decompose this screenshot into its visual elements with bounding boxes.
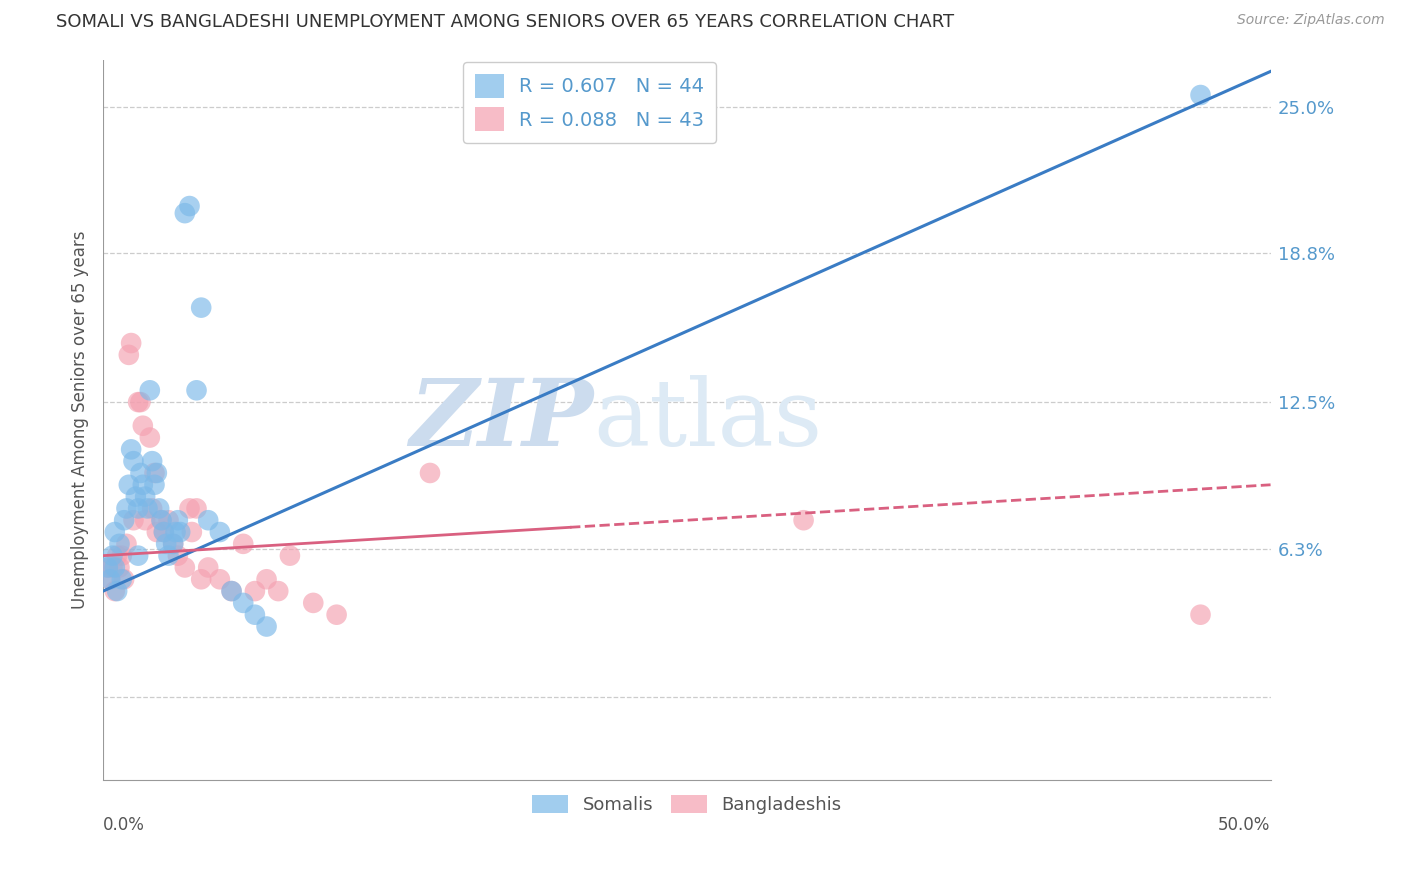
Point — [157, 513, 180, 527]
Point — [150, 513, 173, 527]
Point — [155, 537, 177, 551]
Point — [143, 466, 166, 480]
Point — [115, 501, 138, 516]
Point — [111, 572, 134, 586]
Point — [221, 584, 243, 599]
Point — [127, 501, 149, 516]
Point — [111, 549, 134, 563]
Point — [104, 524, 127, 539]
Point — [139, 384, 162, 398]
Point — [197, 560, 219, 574]
Point — [129, 466, 152, 480]
Point — [208, 524, 231, 539]
Point — [173, 560, 195, 574]
Point — [101, 560, 124, 574]
Point — [1189, 88, 1212, 103]
Text: SOMALI VS BANGLADESHI UNEMPLOYMENT AMONG SENIORS OVER 65 YEARS CORRELATION CHART: SOMALI VS BANGLADESHI UNEMPLOYMENT AMONG… — [56, 13, 955, 31]
Legend: Somalis, Bangladeshis: Somalis, Bangladeshis — [524, 788, 849, 822]
Point — [115, 537, 138, 551]
Point — [232, 537, 254, 551]
Point — [139, 431, 162, 445]
Point — [132, 418, 155, 433]
Point — [146, 524, 169, 539]
Point — [162, 537, 184, 551]
Point — [1189, 607, 1212, 622]
Point — [104, 584, 127, 599]
Point — [132, 477, 155, 491]
Point — [141, 501, 163, 516]
Point — [179, 501, 201, 516]
Point — [165, 524, 187, 539]
Point — [243, 607, 266, 622]
Point — [197, 513, 219, 527]
Point — [105, 584, 128, 599]
Point — [256, 572, 278, 586]
Point — [134, 490, 156, 504]
Point — [146, 466, 169, 480]
Text: atlas: atlas — [593, 375, 823, 465]
Point — [166, 513, 188, 527]
Point — [157, 549, 180, 563]
Point — [134, 513, 156, 527]
Point — [108, 560, 131, 574]
Point — [112, 513, 135, 527]
Point — [180, 524, 202, 539]
Point — [120, 442, 142, 457]
Point — [104, 560, 127, 574]
Point — [127, 395, 149, 409]
Point — [153, 524, 176, 539]
Point — [173, 206, 195, 220]
Point — [118, 477, 141, 491]
Point — [169, 524, 191, 539]
Text: 0.0%: 0.0% — [103, 816, 145, 834]
Point — [221, 584, 243, 599]
Point — [190, 301, 212, 315]
Point — [97, 560, 120, 574]
Point — [122, 454, 145, 468]
Point — [162, 537, 184, 551]
Point — [243, 584, 266, 599]
Point — [120, 336, 142, 351]
Point — [98, 572, 121, 586]
Point — [125, 490, 148, 504]
Point — [129, 395, 152, 409]
Point — [325, 607, 347, 622]
Y-axis label: Unemployment Among Seniors over 65 years: Unemployment Among Seniors over 65 years — [72, 230, 89, 609]
Point — [136, 501, 159, 516]
Point — [143, 477, 166, 491]
Point — [122, 513, 145, 527]
Point — [112, 572, 135, 586]
Point — [148, 501, 170, 516]
Point — [101, 549, 124, 563]
Point — [267, 584, 290, 599]
Point — [208, 572, 231, 586]
Point — [141, 454, 163, 468]
Point — [302, 596, 325, 610]
Point — [232, 596, 254, 610]
Text: 50.0%: 50.0% — [1218, 816, 1271, 834]
Point — [186, 501, 208, 516]
Point — [256, 619, 278, 633]
Text: Source: ZipAtlas.com: Source: ZipAtlas.com — [1237, 13, 1385, 28]
Point — [97, 560, 120, 574]
Point — [190, 572, 212, 586]
Point — [153, 524, 176, 539]
Point — [105, 549, 128, 563]
Point — [179, 199, 201, 213]
Point — [186, 384, 208, 398]
Point — [166, 549, 188, 563]
Point — [108, 537, 131, 551]
Point — [419, 466, 441, 480]
Point — [793, 513, 815, 527]
Point — [127, 549, 149, 563]
Text: ZIP: ZIP — [409, 375, 593, 465]
Point — [278, 549, 301, 563]
Point — [150, 513, 173, 527]
Point — [118, 348, 141, 362]
Point — [98, 572, 121, 586]
